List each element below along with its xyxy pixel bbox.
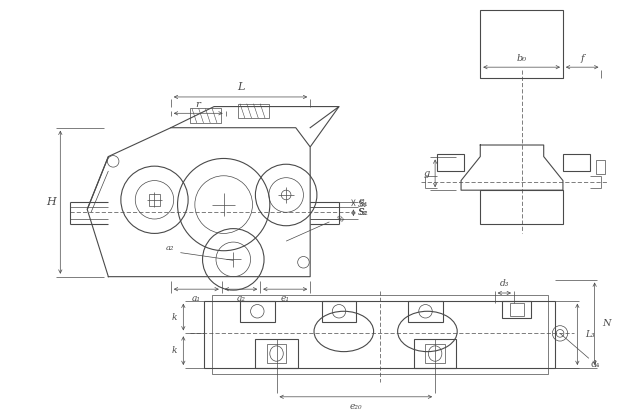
Bar [481, 190, 563, 224]
Bar [238, 104, 269, 118]
Bar [596, 160, 605, 174]
Text: b₀: b₀ [516, 55, 526, 63]
Bar [437, 154, 464, 171]
Text: N: N [603, 319, 611, 328]
Bar [481, 10, 563, 78]
Bar [267, 344, 286, 363]
Text: r: r [196, 100, 201, 109]
Text: k: k [172, 313, 177, 322]
Bar [408, 301, 443, 322]
Text: a₂: a₂ [165, 244, 174, 252]
Text: e₁: e₁ [281, 294, 290, 303]
Text: g: g [424, 169, 430, 178]
Text: a₂: a₂ [237, 294, 245, 303]
Text: e₂₀: e₂₀ [350, 401, 362, 411]
Bar [148, 194, 160, 206]
Bar [204, 301, 555, 368]
Bar [414, 339, 456, 368]
Bar [255, 339, 298, 368]
Bar [212, 295, 548, 374]
Text: S₂: S₂ [359, 208, 368, 217]
Text: L: L [237, 82, 244, 92]
Bar [190, 109, 221, 123]
Bar [425, 344, 445, 363]
Text: a₁: a₁ [192, 294, 201, 303]
Text: f: f [581, 55, 584, 63]
Bar [563, 154, 590, 171]
Text: S₁: S₁ [359, 199, 368, 209]
Bar [510, 303, 523, 316]
Bar [321, 301, 356, 322]
Text: d₄: d₄ [591, 360, 600, 369]
Text: S₁: S₁ [359, 199, 368, 208]
Text: H: H [46, 197, 55, 207]
Text: a₃: a₃ [334, 213, 346, 225]
Text: L₃: L₃ [585, 330, 594, 339]
Bar [503, 301, 532, 318]
Text: d₃: d₃ [499, 279, 509, 288]
Text: S₂: S₂ [359, 208, 368, 217]
Bar [240, 301, 275, 322]
Text: k: k [172, 346, 177, 355]
